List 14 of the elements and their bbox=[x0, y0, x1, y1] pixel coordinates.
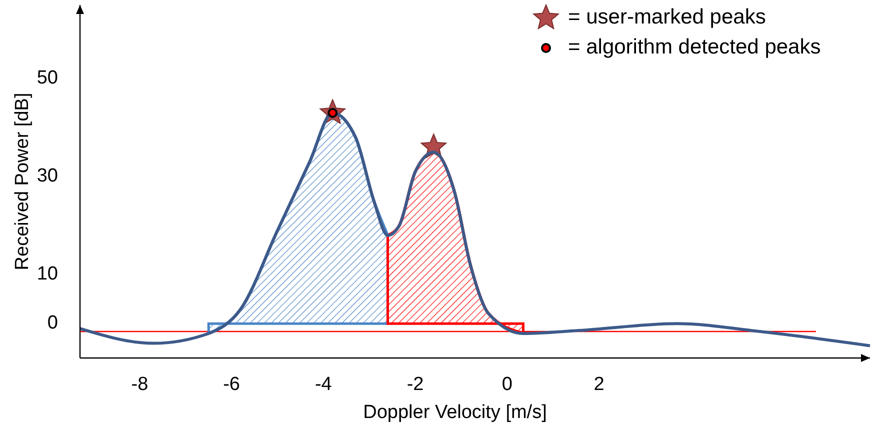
x-tick-label: -8 bbox=[131, 374, 148, 395]
legend-label: = algorithm detected peaks bbox=[568, 36, 821, 59]
legend-label: = user-marked peaks bbox=[568, 6, 766, 29]
y-axis-title: Received Power [dB] bbox=[12, 92, 33, 270]
x-tick-label: 2 bbox=[594, 374, 604, 395]
x-axis-title: Doppler Velocity [m/s] bbox=[363, 402, 547, 423]
x-tick-label: -4 bbox=[314, 374, 332, 395]
y-tick-label: 0 bbox=[47, 312, 58, 334]
y-tick-label: 50 bbox=[36, 68, 58, 89]
y-tick-label: 10 bbox=[36, 264, 58, 285]
x-tick-label: -2 bbox=[406, 374, 424, 395]
y-tick-label: 30 bbox=[36, 166, 58, 187]
x-tick-label: 0 bbox=[502, 374, 512, 395]
x-tick-label: -6 bbox=[223, 374, 240, 395]
